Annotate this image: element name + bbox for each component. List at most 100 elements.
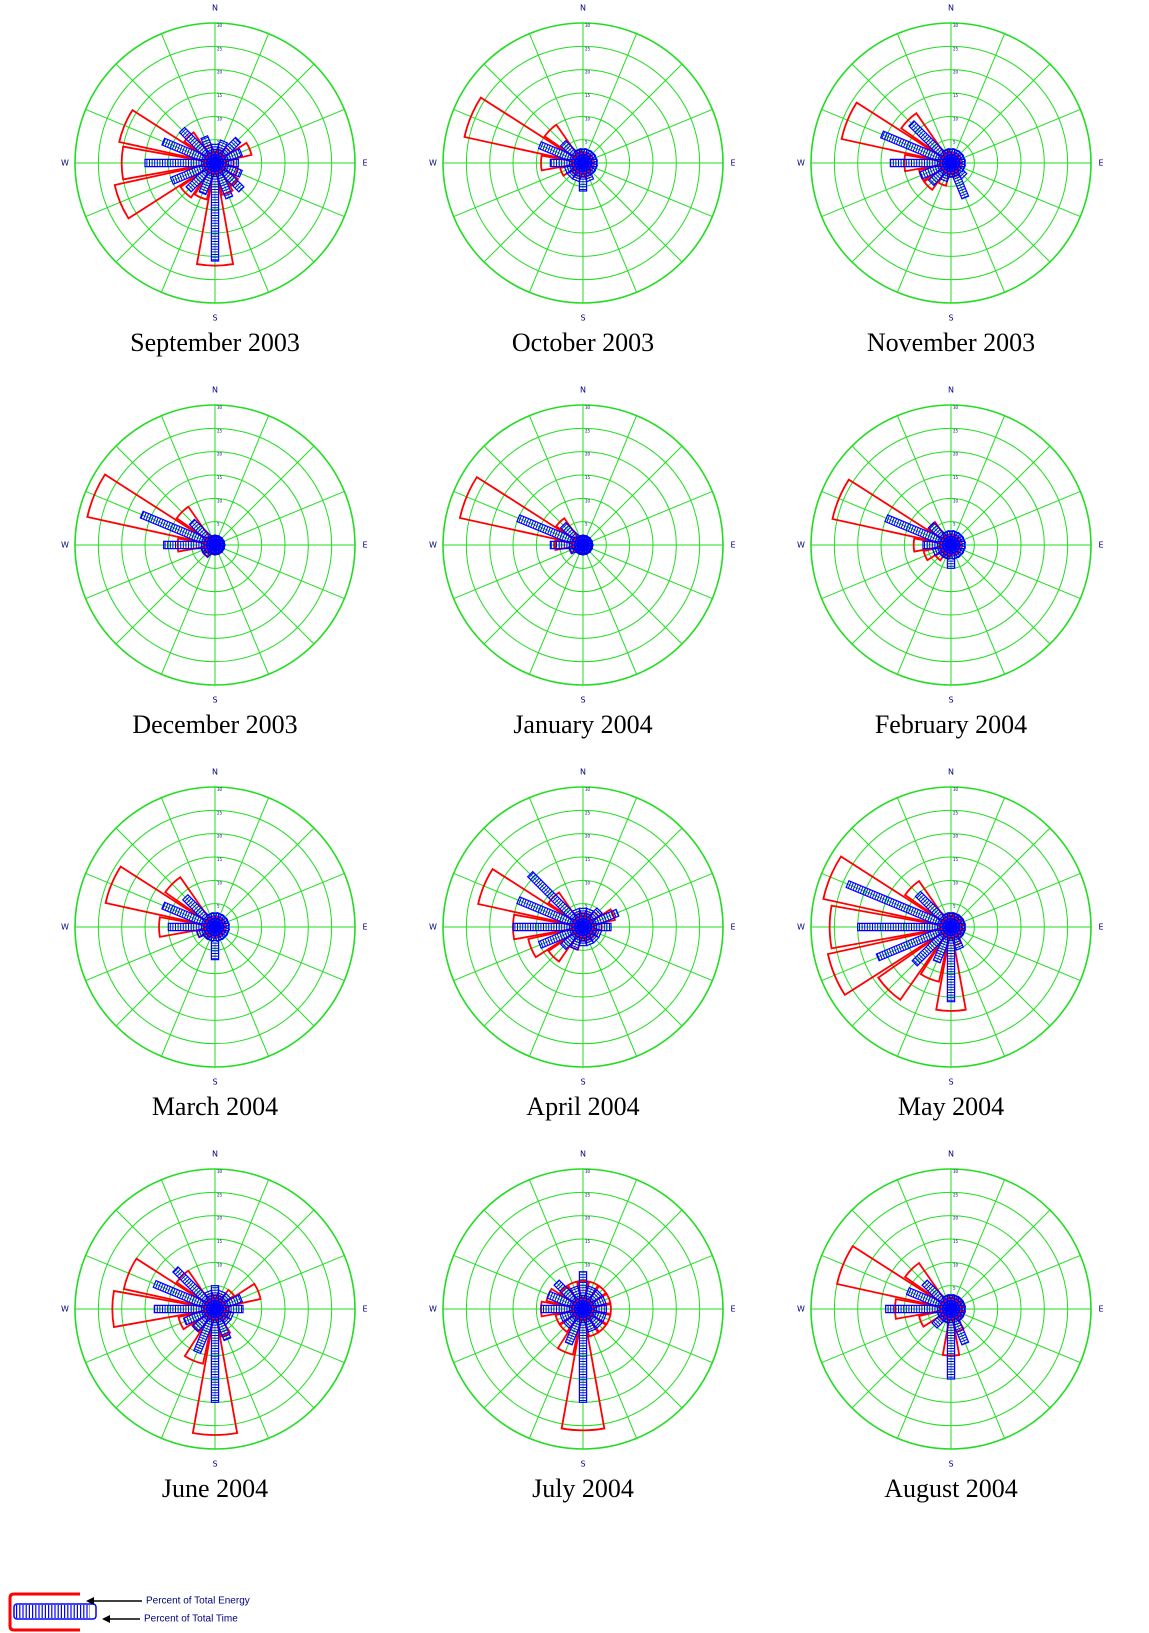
spoke xyxy=(160,544,216,675)
r-tick-label: 30 xyxy=(217,787,223,792)
energy-sector xyxy=(214,162,240,188)
spoke xyxy=(528,544,584,675)
spoke xyxy=(851,63,952,164)
energy-sector xyxy=(894,1298,952,1320)
spoke xyxy=(582,490,713,546)
center-hub xyxy=(947,159,955,167)
center-hub xyxy=(211,159,219,167)
spoke xyxy=(851,162,952,263)
spoke xyxy=(214,415,270,546)
spoke xyxy=(214,544,315,645)
spoke xyxy=(582,926,713,982)
r-tick-label: 10 xyxy=(217,498,223,503)
direction-label: W xyxy=(797,923,805,932)
r-tick-label: 25 xyxy=(953,810,959,815)
direction-label: E xyxy=(1098,923,1103,932)
energy-sector xyxy=(558,1308,584,1334)
energy-sector xyxy=(111,1289,216,1329)
direction-label: S xyxy=(212,1078,217,1087)
spoke xyxy=(85,108,216,164)
spoke xyxy=(896,797,952,928)
spoke xyxy=(85,490,216,546)
direction-label: E xyxy=(730,923,735,932)
chart-title: March 2004 xyxy=(152,1092,278,1121)
r-tick-label: 15 xyxy=(585,1239,591,1244)
energy-sector xyxy=(543,123,584,164)
spoke xyxy=(528,33,584,164)
spoke xyxy=(821,872,952,928)
energy-sector xyxy=(582,1292,612,1310)
r-tick-label: 5 xyxy=(217,140,220,145)
spoke xyxy=(582,797,638,928)
energy-sector xyxy=(899,111,952,164)
direction-label: S xyxy=(212,314,217,323)
r-tick-label: 25 xyxy=(953,1192,959,1197)
energy-sector xyxy=(582,1308,608,1334)
energy-sector xyxy=(877,926,952,1001)
direction-label: N xyxy=(580,386,586,395)
time-hatch xyxy=(846,880,953,931)
energy-sector xyxy=(195,162,235,267)
center-hub xyxy=(579,1305,587,1313)
spoke xyxy=(821,108,952,164)
energy-sector xyxy=(937,162,952,187)
spoke xyxy=(528,415,584,546)
spoke xyxy=(851,827,952,928)
r-tick-label: 20 xyxy=(953,70,959,75)
spoke xyxy=(528,797,584,928)
energy-sector xyxy=(554,539,584,551)
energy-sector xyxy=(214,1288,236,1310)
spoke xyxy=(483,544,584,645)
spoke xyxy=(115,63,216,164)
r-tick-label: 15 xyxy=(585,93,591,98)
r-tick-label: 20 xyxy=(953,834,959,839)
spoke xyxy=(214,108,345,164)
wind-rose: 5 10 15 20 25 30 N E S W March 2004 xyxy=(61,768,367,1122)
r-tick-label: 5 xyxy=(953,522,956,527)
r-tick-label: 30 xyxy=(585,405,591,410)
r-tick-label: 25 xyxy=(585,810,591,815)
r-tick-label: 30 xyxy=(585,23,591,28)
r-tick-label: 10 xyxy=(585,116,591,121)
spoke xyxy=(950,797,1006,928)
spoke xyxy=(115,445,216,546)
r-tick-label: 15 xyxy=(217,475,223,480)
direction-label: W xyxy=(61,1305,69,1314)
energy-sector xyxy=(577,1280,589,1310)
center-hub xyxy=(579,923,587,931)
energy-sector xyxy=(582,1308,612,1326)
chart-title: January 2004 xyxy=(513,710,652,739)
spoke xyxy=(582,108,713,164)
energy-sector xyxy=(840,101,952,164)
spoke xyxy=(851,445,952,546)
r-tick-label: 15 xyxy=(217,1239,223,1244)
energy-sector xyxy=(540,154,584,172)
spoke xyxy=(821,1308,952,1364)
r-tick-label: 25 xyxy=(217,1192,223,1197)
spoke xyxy=(582,33,638,164)
spoke xyxy=(214,827,315,928)
wind-rose: 5 10 15 20 25 30 N E S W September 2003 xyxy=(61,4,367,358)
spoke xyxy=(851,926,952,1027)
r-tick-label: 5 xyxy=(585,904,588,909)
energy-sector xyxy=(903,153,952,173)
spoke xyxy=(160,1179,216,1310)
energy-sector xyxy=(118,108,216,164)
chart-title: July 2004 xyxy=(532,1474,634,1503)
wind-rose: 5 10 15 20 25 30 N E S W April 2004 xyxy=(429,768,735,1122)
chart-title: December 2003 xyxy=(132,710,297,739)
direction-label: N xyxy=(580,1150,586,1159)
energy-sector xyxy=(179,162,216,199)
energy-sector xyxy=(191,1308,239,1436)
energy-sector xyxy=(559,162,584,177)
legend-label: Percent of Total Time xyxy=(144,1614,238,1625)
spoke xyxy=(115,1209,216,1310)
r-tick-label: 20 xyxy=(217,452,223,457)
r-tick-label: 20 xyxy=(217,834,223,839)
r-tick-label: 10 xyxy=(585,498,591,503)
direction-label: E xyxy=(730,159,735,168)
time-hatch xyxy=(876,923,953,961)
energy-sector xyxy=(104,865,216,928)
time-hatch xyxy=(547,1291,585,1313)
time-hatch xyxy=(192,1306,218,1332)
